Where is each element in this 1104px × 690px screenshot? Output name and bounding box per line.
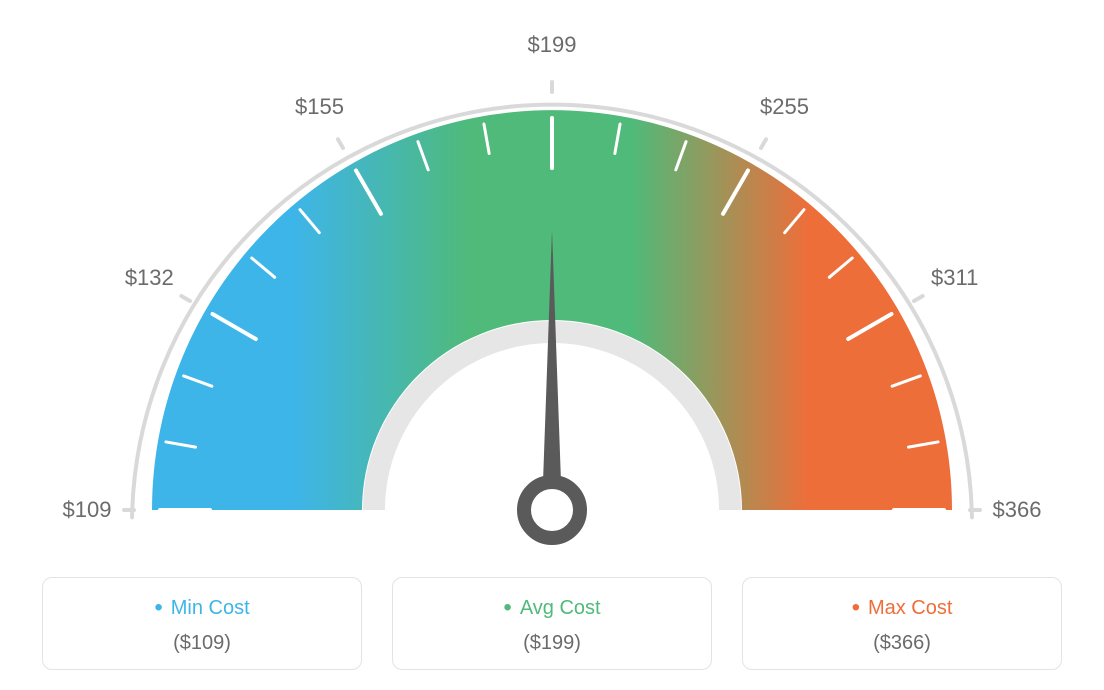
- max-cost-value: ($366): [743, 632, 1061, 655]
- summary-cards: Min Cost ($109) Avg Cost ($199) Max Cost…: [42, 577, 1062, 670]
- gauge-tick-label: $155: [295, 94, 344, 120]
- gauge-chart: $109 $132 $155 $199 $255 $311 $366: [0, 0, 1104, 560]
- gauge-tick-label: $109: [63, 497, 112, 523]
- avg-cost-card: Avg Cost ($199): [392, 577, 712, 670]
- avg-cost-label: Avg Cost: [393, 594, 711, 622]
- gauge-tick-label: $366: [993, 497, 1042, 523]
- min-cost-label: Min Cost: [43, 594, 361, 622]
- min-cost-value: ($109): [43, 632, 361, 655]
- min-cost-card: Min Cost ($109): [42, 577, 362, 670]
- max-cost-card: Max Cost ($366): [742, 577, 1062, 670]
- gauge-tick-label: $255: [760, 94, 809, 120]
- gauge-tick-label: $199: [528, 32, 577, 58]
- max-cost-label: Max Cost: [743, 594, 1061, 622]
- gauge-tick-label: $132: [125, 265, 174, 291]
- gauge-tick-label: $311: [931, 265, 978, 291]
- avg-cost-value: ($199): [393, 632, 711, 655]
